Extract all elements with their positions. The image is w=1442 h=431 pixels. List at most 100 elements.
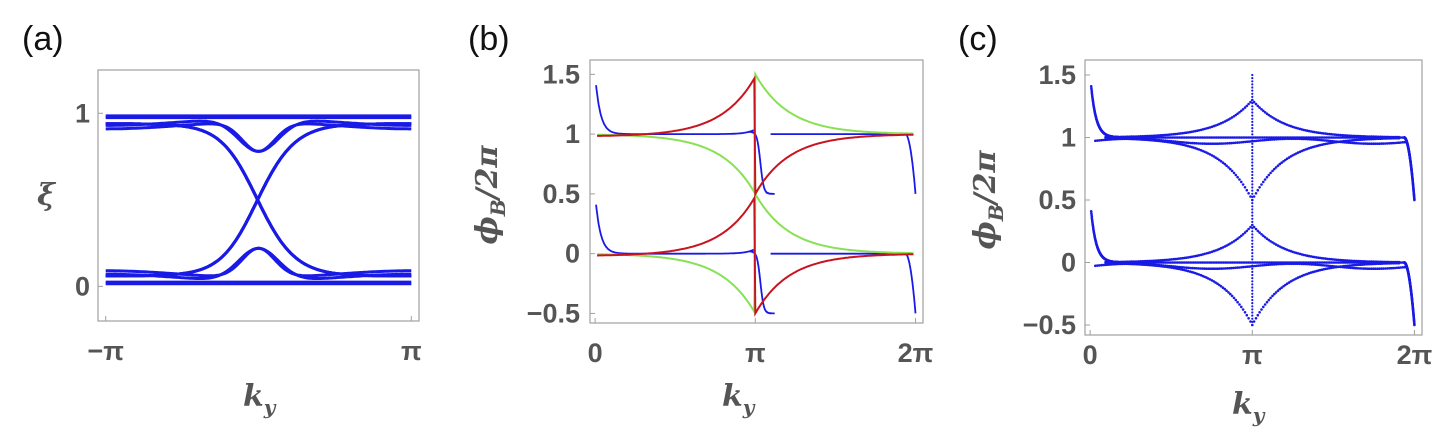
point <box>1254 227 1258 231</box>
point <box>1252 195 1256 198</box>
point <box>1267 173 1271 177</box>
point <box>1254 192 1258 195</box>
point <box>1328 136 1332 139</box>
point <box>1238 236 1241 239</box>
point <box>1206 142 1210 145</box>
point <box>1137 135 1140 138</box>
point <box>1304 262 1307 266</box>
point <box>1153 264 1157 267</box>
point <box>1251 317 1254 320</box>
point <box>1350 266 1354 270</box>
point <box>1218 142 1222 145</box>
point <box>1316 261 1319 264</box>
band-line <box>105 246 412 278</box>
point <box>1164 261 1167 264</box>
point <box>1217 136 1220 139</box>
point <box>1259 139 1262 142</box>
point <box>1370 262 1373 266</box>
point <box>1401 266 1405 269</box>
point <box>1251 233 1254 236</box>
point <box>1251 80 1254 83</box>
point <box>1211 136 1215 139</box>
point <box>1397 136 1401 140</box>
point <box>1222 142 1226 145</box>
point <box>1385 142 1389 145</box>
point <box>1251 211 1254 214</box>
point <box>1251 95 1254 98</box>
point <box>1222 136 1225 139</box>
point <box>1089 85 1093 88</box>
point <box>1197 261 1201 264</box>
point <box>1362 267 1366 270</box>
point <box>1251 311 1254 314</box>
point <box>1271 263 1274 266</box>
point <box>1261 136 1264 139</box>
point <box>1202 136 1206 139</box>
point <box>1228 266 1231 270</box>
point <box>1148 263 1151 267</box>
point <box>1251 73 1254 77</box>
point <box>1238 141 1241 144</box>
point <box>1251 127 1254 130</box>
point <box>1240 180 1243 184</box>
point <box>1276 164 1280 167</box>
point <box>1374 142 1377 145</box>
point <box>1189 141 1192 145</box>
point <box>1122 262 1126 266</box>
point <box>1276 137 1280 141</box>
point <box>1316 136 1319 139</box>
point <box>1258 106 1261 109</box>
y-tick-label: −0.5 <box>527 298 580 328</box>
point <box>1323 264 1327 267</box>
point <box>1234 298 1238 302</box>
point <box>1189 266 1192 270</box>
point <box>1137 263 1140 266</box>
point <box>1216 157 1219 160</box>
point <box>1234 261 1238 264</box>
point <box>1214 281 1217 284</box>
point <box>1120 137 1124 140</box>
point <box>1249 195 1252 198</box>
point <box>1256 136 1259 139</box>
point <box>1254 136 1257 139</box>
point <box>1215 136 1218 139</box>
point <box>1285 157 1289 160</box>
point <box>1252 320 1256 323</box>
point <box>1159 134 1162 137</box>
point <box>1236 237 1239 240</box>
point <box>1245 140 1249 143</box>
point <box>1269 240 1272 243</box>
point <box>1276 262 1280 266</box>
point <box>1282 137 1286 141</box>
point <box>1280 286 1283 290</box>
point <box>1253 264 1257 268</box>
point <box>1257 139 1261 142</box>
point <box>1251 261 1254 264</box>
point <box>1232 141 1235 145</box>
point <box>1268 136 1271 139</box>
point <box>1120 260 1124 264</box>
point <box>1232 115 1236 118</box>
point <box>1230 141 1233 145</box>
point <box>1397 141 1401 144</box>
point <box>1142 263 1146 267</box>
series-red-line <box>597 75 914 198</box>
point <box>1366 267 1370 271</box>
point <box>1117 262 1120 265</box>
point <box>1327 139 1331 143</box>
point <box>1251 170 1254 173</box>
point <box>1199 142 1202 145</box>
point <box>1179 265 1183 269</box>
point <box>1372 142 1375 145</box>
point <box>1148 138 1151 142</box>
point <box>1263 111 1267 114</box>
point <box>1251 314 1254 317</box>
point <box>1251 252 1254 255</box>
point <box>1240 261 1243 264</box>
x-axis-label-b: ky <box>722 379 756 419</box>
point <box>1206 261 1210 264</box>
point <box>1373 260 1377 264</box>
y-tick-label: 0 <box>1061 248 1076 278</box>
point <box>1292 262 1296 266</box>
point <box>1223 162 1227 166</box>
